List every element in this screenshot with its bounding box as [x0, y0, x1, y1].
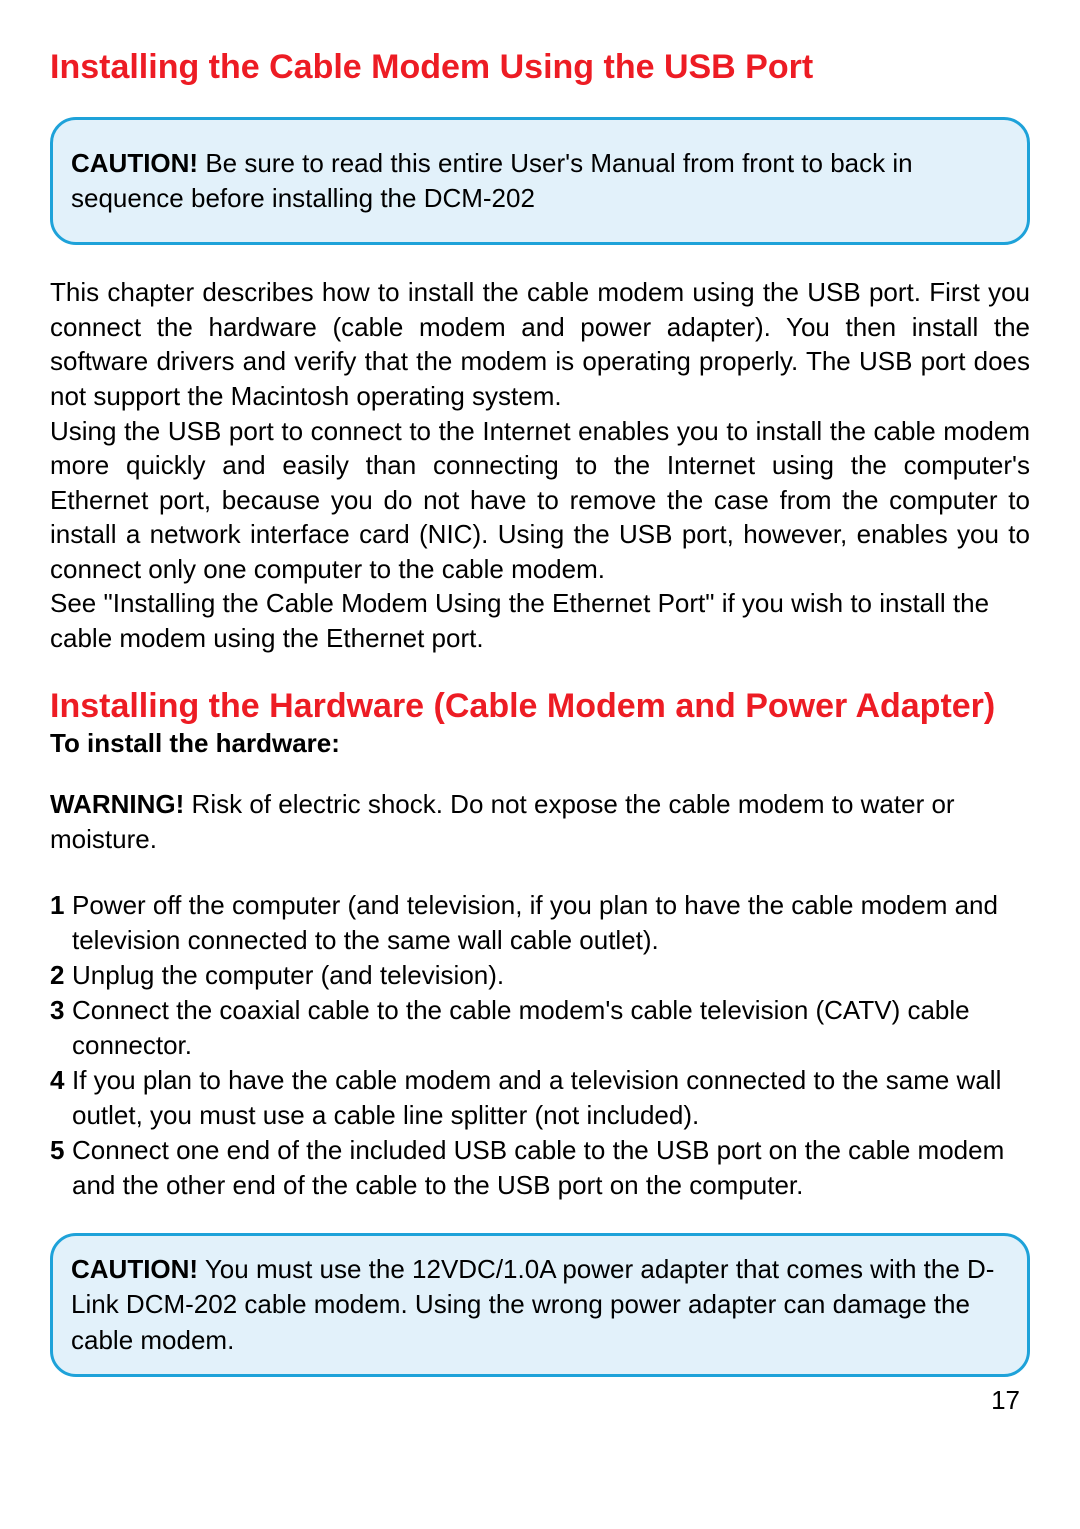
caution-box-top: CAUTION! Be sure to read this entire Use…	[50, 117, 1030, 245]
step-text: Connect one end of the included USB cabl…	[72, 1133, 1030, 1203]
intro-paragraph-2: Using the USB port to connect to the Int…	[50, 414, 1030, 587]
step-number: 3	[50, 993, 72, 1063]
step-text: If you plan to have the cable modem and …	[72, 1063, 1030, 1133]
step-item: 2 Unplug the computer (and television).	[50, 958, 1030, 993]
warning-label: WARNING!	[50, 789, 184, 819]
section-heading: Installing the Hardware (Cable Modem and…	[50, 686, 1030, 727]
caution-label: CAUTION!	[71, 1254, 198, 1284]
step-number: 5	[50, 1133, 72, 1203]
step-item: 3 Connect the coaxial cable to the cable…	[50, 993, 1030, 1063]
intro-paragraph-1: This chapter describes how to install th…	[50, 275, 1030, 413]
warning-text: WARNING! Risk of electric shock. Do not …	[50, 787, 1030, 857]
steps-list: 1 Power off the computer (and television…	[50, 888, 1030, 1204]
step-number: 2	[50, 958, 72, 993]
caution-text: CAUTION! You must use the 12VDC/1.0A pow…	[71, 1252, 1007, 1357]
caution-text: CAUTION! Be sure to read this entire Use…	[71, 146, 1007, 216]
step-item: 5 Connect one end of the included USB ca…	[50, 1133, 1030, 1203]
step-text: Connect the coaxial cable to the cable m…	[72, 993, 1030, 1063]
step-text: Unplug the computer (and television).	[72, 958, 1030, 993]
warning-body: Risk of electric shock. Do not expose th…	[50, 789, 955, 854]
subsection-label: To install the hardware:	[50, 728, 1030, 759]
step-item: 4 If you plan to have the cable modem an…	[50, 1063, 1030, 1133]
step-number: 4	[50, 1063, 72, 1133]
manual-page: Installing the Cable Modem Using the USB…	[0, 0, 1080, 1529]
step-text: Power off the computer (and television, …	[72, 888, 1030, 958]
caution-body: You must use the 12VDC/1.0A power adapte…	[71, 1254, 994, 1354]
caution-label: CAUTION!	[71, 148, 198, 178]
step-item: 1 Power off the computer (and television…	[50, 888, 1030, 958]
page-number: 17	[50, 1385, 1030, 1416]
intro-paragraph-3: See "Installing the Cable Modem Using th…	[50, 586, 1030, 655]
step-number: 1	[50, 888, 72, 958]
caution-body: Be sure to read this entire User's Manua…	[71, 148, 913, 213]
caution-box-bottom: CAUTION! You must use the 12VDC/1.0A pow…	[50, 1233, 1030, 1376]
page-title: Installing the Cable Modem Using the USB…	[50, 48, 1030, 87]
